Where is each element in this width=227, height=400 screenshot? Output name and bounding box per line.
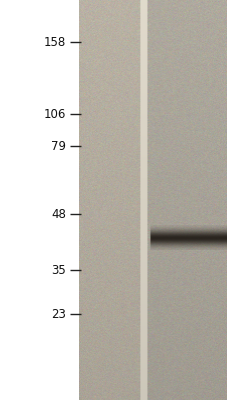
- Text: 23: 23: [51, 308, 66, 320]
- Text: 106: 106: [44, 108, 66, 120]
- Text: 79: 79: [51, 140, 66, 152]
- Text: 48: 48: [51, 208, 66, 220]
- Text: 35: 35: [51, 264, 66, 276]
- Text: 158: 158: [44, 36, 66, 48]
